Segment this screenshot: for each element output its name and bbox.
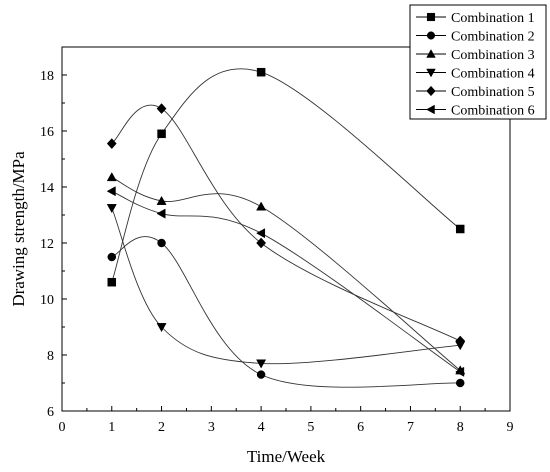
data-point-series-2: [157, 238, 166, 248]
x-tick-label: 0: [59, 420, 66, 435]
y-tick-label: 12: [40, 237, 54, 252]
data-point-series-1: [455, 224, 465, 234]
x-tick-label: 9: [507, 420, 514, 435]
y-tick-label: 16: [40, 125, 54, 140]
series-lines: [111, 68, 461, 388]
legend-marker: [426, 49, 436, 58]
x-tick-label: 2: [158, 420, 165, 435]
data-point-series-5: [156, 103, 167, 115]
x-tick-label: 8: [457, 420, 464, 435]
x-tick-label: 1: [108, 420, 115, 435]
data-point-series-6: [156, 208, 166, 219]
data-point-series-2: [256, 370, 266, 379]
series-line-6: [111, 190, 461, 373]
data-point-series-3: [106, 172, 117, 182]
data-point-series-4: [106, 204, 117, 214]
data-point-series-1: [107, 277, 117, 287]
series-line-3: [111, 176, 461, 371]
legend-label: Combination 4: [451, 67, 535, 82]
legend-marker: [426, 12, 436, 22]
data-point-series-1: [157, 129, 166, 139]
data-point-series-4: [156, 323, 167, 333]
data-point-series-6: [106, 186, 116, 197]
x-axis-title: Time/Week: [247, 447, 326, 466]
x-tick-label: 7: [407, 420, 414, 435]
data-point-series-6: [455, 366, 465, 377]
y-tick-label: 6: [47, 405, 54, 420]
legend-label: Combination 1: [451, 11, 535, 26]
legend-box: [409, 4, 547, 120]
legend-label: Combination 3: [451, 48, 535, 63]
y-tick-label: 14: [40, 181, 54, 196]
data-point-series-4: [256, 359, 267, 369]
legend-marker: [426, 68, 436, 78]
data-point-series-1: [256, 67, 266, 77]
legend-label: Combination 6: [451, 104, 535, 119]
series-line-5: [111, 104, 461, 342]
data-point-series-3: [256, 201, 267, 211]
legend-marker: [426, 104, 435, 115]
legend-marker: [426, 31, 436, 40]
data-point-series-3: [156, 195, 167, 205]
data-point-series-5: [106, 138, 117, 150]
legend-label: Combination 2: [451, 30, 535, 45]
data-point-series-2: [107, 252, 117, 262]
data-point-series-6: [255, 228, 266, 239]
y-tick-label: 18: [40, 69, 54, 84]
y-tick-label: 10: [40, 293, 54, 308]
y-tick-label: 8: [47, 349, 54, 364]
data-point-series-2: [455, 378, 465, 388]
legend-label: Combination 5: [451, 85, 535, 100]
x-tick-label: 4: [258, 420, 265, 435]
series-line-4: [111, 207, 461, 365]
data-point-series-5: [256, 237, 267, 249]
legend: Combination 1 Combination 2 Combination 3 C…: [409, 4, 547, 120]
legend-marker: [426, 85, 436, 97]
x-tick-label: 3: [208, 420, 215, 435]
x-tick-label: 6: [357, 420, 364, 435]
series-line-2: [111, 236, 461, 388]
series-line-1: [111, 68, 461, 283]
data-point-series-5: [455, 335, 466, 347]
series-markers: [106, 67, 466, 388]
y-axis-title: Drawing strength/MPa: [9, 151, 28, 307]
x-tick-label: 5: [307, 420, 314, 435]
